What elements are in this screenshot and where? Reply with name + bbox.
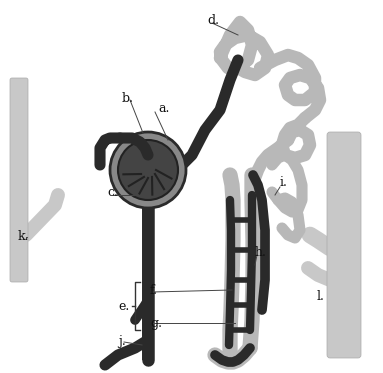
Text: f.: f.: [150, 283, 158, 297]
Text: k.: k.: [18, 231, 29, 244]
Circle shape: [118, 140, 178, 200]
FancyBboxPatch shape: [10, 78, 28, 282]
Bar: [142, 150, 152, 360]
Text: c.: c.: [107, 186, 118, 200]
Text: l.: l.: [317, 291, 325, 304]
Text: j.: j.: [118, 335, 126, 348]
Text: a.: a.: [158, 101, 169, 115]
FancyBboxPatch shape: [327, 132, 361, 358]
Text: e.: e.: [118, 301, 129, 313]
Text: h.: h.: [255, 245, 267, 258]
Text: i.: i.: [280, 176, 288, 189]
Text: g.: g.: [150, 317, 162, 329]
Text: b.: b.: [122, 91, 134, 104]
Text: d.: d.: [207, 13, 219, 26]
Circle shape: [110, 132, 186, 208]
